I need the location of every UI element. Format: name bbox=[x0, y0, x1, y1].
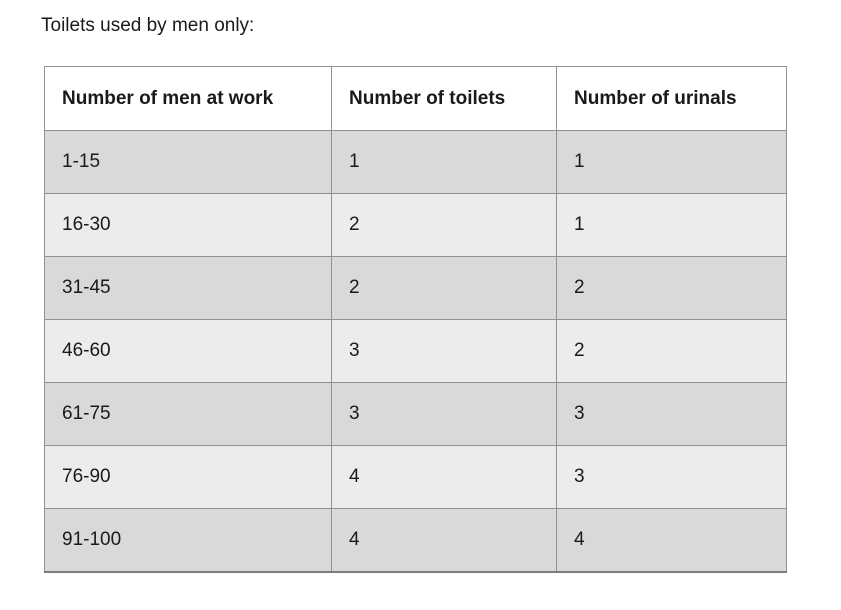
cell-urinals-count: 2 bbox=[556, 319, 787, 383]
cell-toilets-count: 3 bbox=[331, 382, 557, 446]
cell-toilets-count: 4 bbox=[331, 508, 557, 573]
table-row: 16-30 2 1 bbox=[44, 193, 787, 257]
table-row: 1-15 1 1 bbox=[44, 130, 787, 194]
cell-men-range: 76-90 bbox=[44, 445, 332, 509]
toilets-table: Number of men at work Number of toilets … bbox=[44, 66, 787, 573]
table-row: 46-60 3 2 bbox=[44, 319, 787, 383]
table-body: 1-15 1 1 16-30 2 1 31-45 2 2 46-60 3 2 6… bbox=[44, 130, 787, 573]
header-row: Number of men at work Number of toilets … bbox=[44, 66, 787, 131]
cell-men-range: 46-60 bbox=[44, 319, 332, 383]
cell-toilets-count: 2 bbox=[331, 193, 557, 257]
table-caption: Toilets used by men only: bbox=[41, 15, 255, 36]
cell-urinals-count: 3 bbox=[556, 445, 787, 509]
cell-toilets-count: 3 bbox=[331, 319, 557, 383]
table-row: 76-90 4 3 bbox=[44, 445, 787, 509]
cell-toilets-count: 2 bbox=[331, 256, 557, 320]
cell-men-range: 91-100 bbox=[44, 508, 332, 573]
cell-urinals-count: 4 bbox=[556, 508, 787, 573]
cell-toilets-count: 1 bbox=[331, 130, 557, 194]
cell-men-range: 16-30 bbox=[44, 193, 332, 257]
cell-men-range: 31-45 bbox=[44, 256, 332, 320]
cell-urinals-count: 2 bbox=[556, 256, 787, 320]
cell-urinals-count: 3 bbox=[556, 382, 787, 446]
column-header-toilets: Number of toilets bbox=[331, 66, 557, 131]
cell-toilets-count: 4 bbox=[331, 445, 557, 509]
cell-men-range: 61-75 bbox=[44, 382, 332, 446]
cell-men-range: 1-15 bbox=[44, 130, 332, 194]
table-row: 61-75 3 3 bbox=[44, 382, 787, 446]
cell-urinals-count: 1 bbox=[556, 193, 787, 257]
cell-urinals-count: 1 bbox=[556, 130, 787, 194]
table-header: Number of men at work Number of toilets … bbox=[44, 66, 787, 131]
column-header-urinals: Number of urinals bbox=[556, 66, 787, 131]
column-header-men-at-work: Number of men at work bbox=[44, 66, 332, 131]
table-row: 31-45 2 2 bbox=[44, 256, 787, 320]
table-row: 91-100 4 4 bbox=[44, 508, 787, 573]
